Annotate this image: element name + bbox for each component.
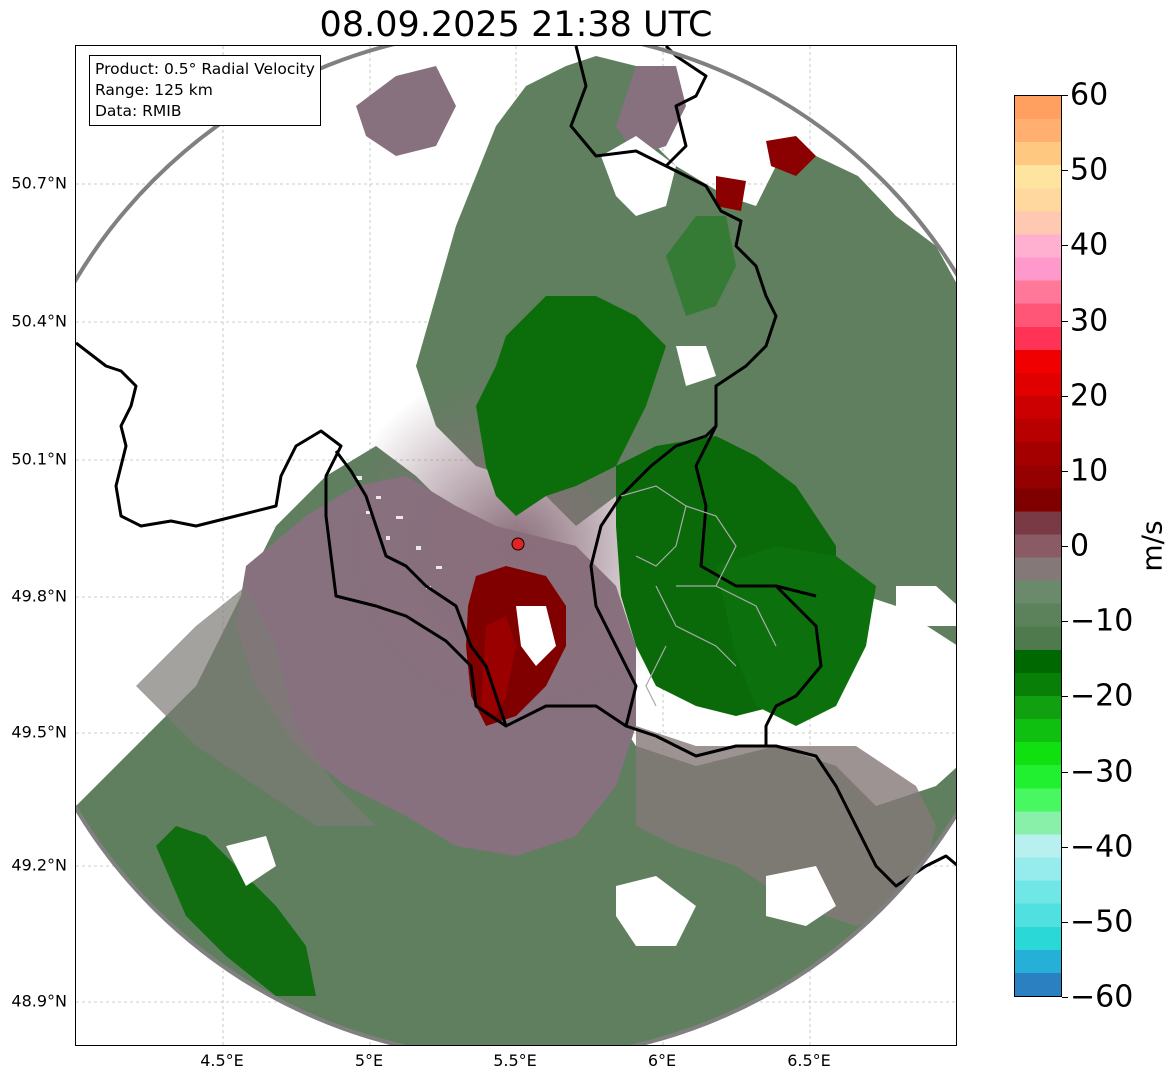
lat-label: 49.2°N [11, 855, 67, 875]
colorbar-tick-label: 30 [1070, 303, 1109, 339]
lon-label: 6.5°E [787, 1051, 831, 1070]
colorbar-tick-mark [1062, 321, 1068, 322]
lon-label: 5°E [354, 1051, 384, 1070]
colorbar-tick-label: 40 [1070, 227, 1109, 263]
colorbar-tick-mark [1062, 471, 1068, 472]
colorbar-tick-label: −60 [1070, 979, 1134, 1015]
lat-label: 50.1°N [11, 449, 67, 469]
lat-label: 50.7°N [11, 173, 67, 193]
colorbar-tick-mark [1062, 847, 1068, 848]
colorbar-tick-label: 20 [1070, 378, 1109, 414]
colorbar-tick-mark [1062, 245, 1068, 246]
lon-label: 5.5°E [493, 1051, 537, 1070]
lat-label: 49.5°N [11, 722, 67, 742]
info-source: Data: RMIB [95, 102, 182, 120]
colorbar-tick-mark [1062, 396, 1068, 397]
colorbar-tick-label: −30 [1070, 754, 1134, 790]
lat-label: 50.4°N [11, 311, 67, 331]
country-borders [76, 46, 956, 888]
product-info-box: Product: 0.5° Radial Velocity Range: 125… [89, 55, 321, 126]
lat-label: 48.9°N [11, 991, 67, 1011]
colorbar-tick-label: 10 [1070, 453, 1109, 489]
colorbar-tick-mark [1062, 696, 1068, 697]
colorbar-tick-label: 50 [1070, 152, 1109, 188]
map-title: 08.09.2025 21:38 UTC [319, 5, 713, 45]
colorbar-tick-label: −10 [1070, 603, 1134, 639]
info-product: Product: 0.5° Radial Velocity [95, 60, 315, 78]
lat-label: 49.8°N [11, 586, 67, 606]
colorbar-tick-label: −50 [1070, 904, 1134, 940]
lon-label: 4.5°E [200, 1051, 244, 1070]
colorbar-tick-mark [1062, 170, 1068, 171]
colorbar-tick-label: −40 [1070, 829, 1134, 865]
colorbar-tick-mark [1062, 997, 1068, 998]
radar-map [76, 46, 956, 1045]
lon-label: 6°E [647, 1051, 677, 1070]
colorbar-tick-label: −20 [1070, 678, 1134, 714]
colorbar-tick-label: 60 [1070, 77, 1109, 113]
velocity-field [76, 56, 956, 1045]
velocity-colorbar [1014, 95, 1062, 997]
colorbar-unit-label: m/s [1135, 520, 1169, 572]
colorbar-tick-mark [1062, 772, 1068, 773]
luxembourg-districts [620, 485, 777, 707]
colorbar-tick-mark [1062, 621, 1068, 622]
colorbar-tick-mark [1062, 922, 1068, 923]
radar-site-marker [511, 537, 525, 551]
colorbar-tick-label: 0 [1070, 528, 1090, 564]
colorbar-tick-mark [1062, 546, 1068, 547]
colorbar-tick-mark [1062, 95, 1068, 96]
info-range: Range: 125 km [95, 81, 213, 99]
radar-map-panel [75, 45, 957, 1046]
